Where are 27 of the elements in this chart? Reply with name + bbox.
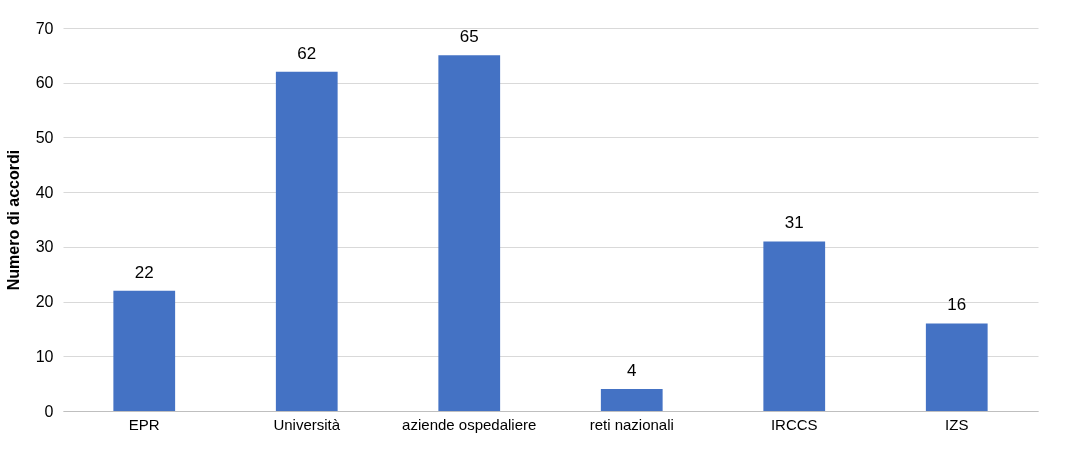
bar [438,55,501,411]
y-tick-label: 70 [35,19,54,37]
x-tick-label: IZS [945,415,969,433]
bar [275,71,338,411]
bar [113,290,176,411]
data-label: 65 [459,27,479,47]
x-tick-label: Università [273,415,341,433]
data-label: 62 [297,43,317,63]
y-tick-label: 20 [35,293,54,311]
y-tick-label: 10 [35,347,54,365]
data-label: 22 [134,262,154,282]
x-tick-label: EPR [128,415,160,433]
data-label: 4 [627,361,637,381]
y-tick-label: 0 [44,402,54,420]
x-tick-label: IRCCS [770,415,818,433]
y-tick-label: 40 [35,183,54,201]
bar [600,389,663,411]
y-axis-title: Numero di accordi [4,149,22,291]
bar [925,323,988,411]
x-tick-label: aziende ospedaliere [402,415,537,433]
y-tick-label: 50 [35,128,54,146]
data-label: 16 [947,295,967,315]
y-tick-label: 30 [35,238,54,256]
y-tick-label: 60 [35,74,54,92]
data-label: 31 [784,213,804,233]
bar [763,241,826,411]
x-tick-label: reti nazionali [589,415,674,433]
